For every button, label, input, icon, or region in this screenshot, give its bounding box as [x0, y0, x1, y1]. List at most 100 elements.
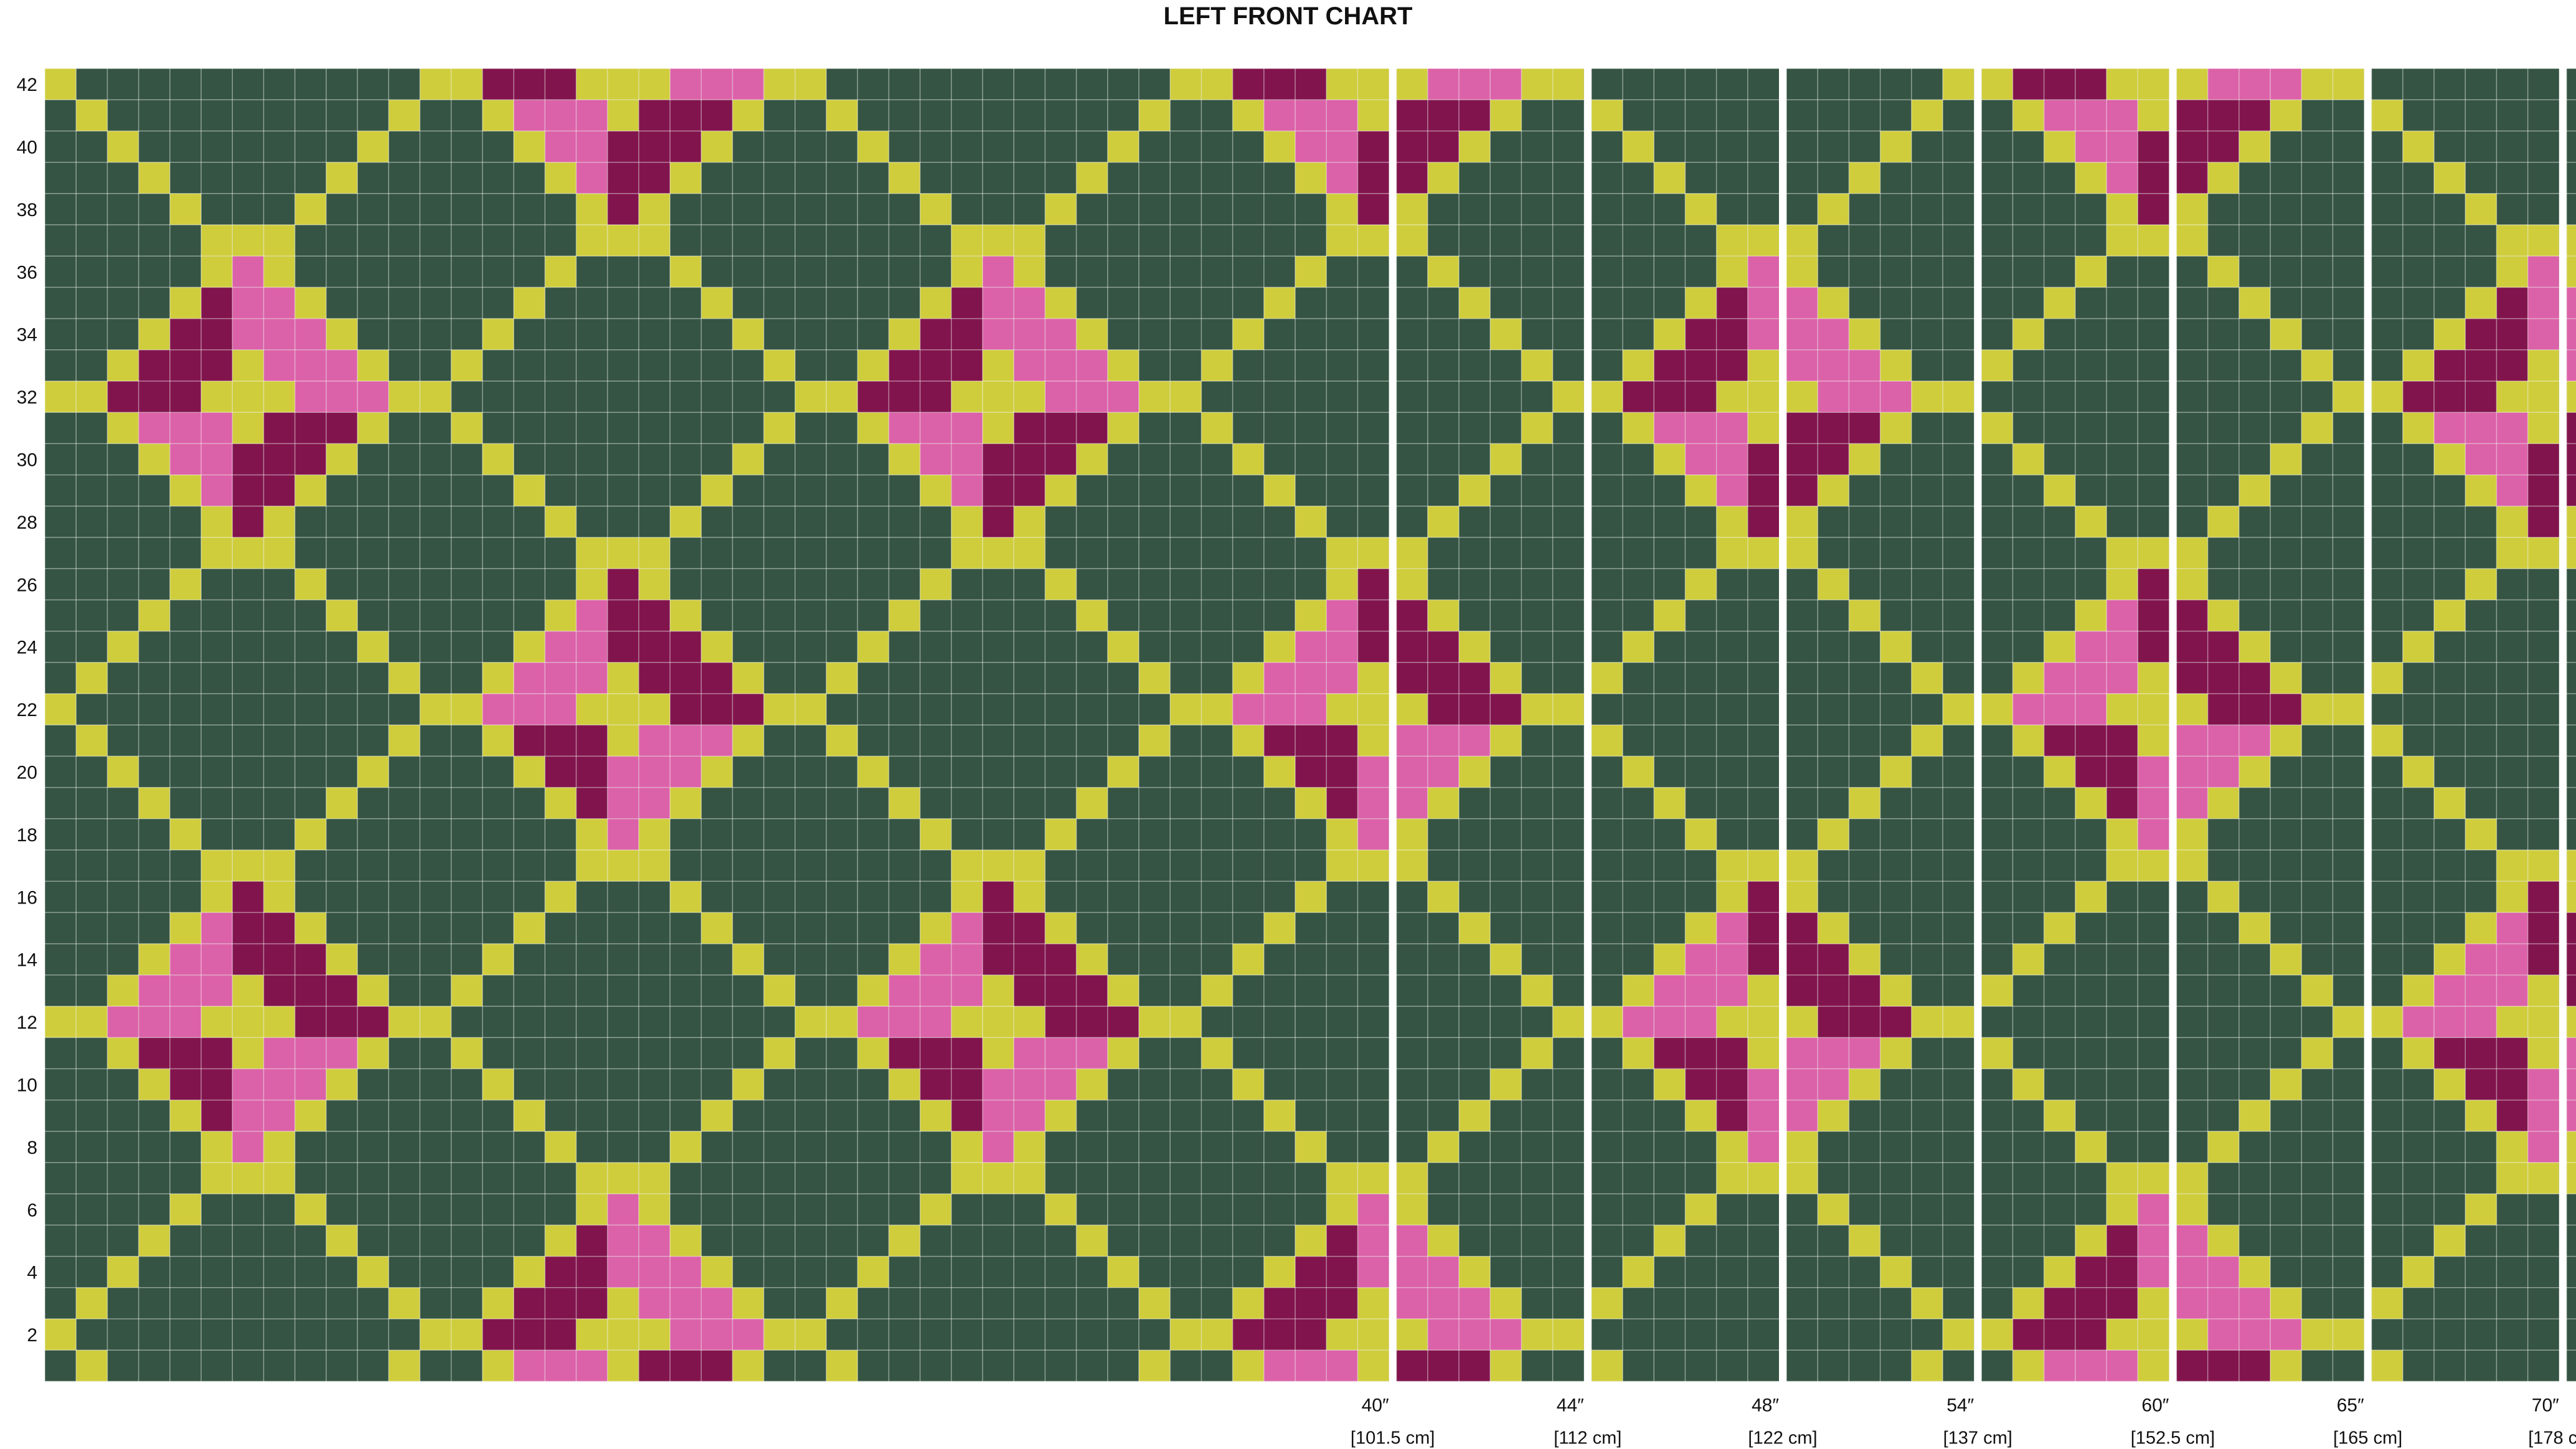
- stitch-cell: [1263, 100, 1295, 131]
- stitch-cell: [1076, 943, 1108, 975]
- stitch-cell: [2107, 1256, 2138, 1288]
- stitch-cell: [1623, 349, 1654, 381]
- stitch-cell: [732, 68, 764, 100]
- stitch-cell: [920, 381, 951, 413]
- stitch-cell: [1849, 349, 1880, 381]
- stitch-cell: [2496, 412, 2528, 444]
- stitch-cell: [2333, 68, 2364, 100]
- stitch-cell: [701, 1319, 733, 1351]
- stitch-cell: [1396, 100, 1428, 131]
- stitch-cell: [451, 68, 483, 100]
- stitch-cell: [857, 131, 889, 163]
- stitch-cell: [951, 1163, 983, 1194]
- size-label-inches: 54″: [1946, 1395, 1974, 1415]
- stitch-cell: [638, 600, 670, 631]
- stitch-cell: [2107, 1287, 2138, 1319]
- stitch-cell: [732, 1069, 764, 1100]
- stitch-cell: [2239, 1319, 2270, 1351]
- stitch-cell: [2527, 912, 2559, 944]
- stitch-cell: [2075, 600, 2107, 631]
- stitch-cell: [2207, 256, 2239, 288]
- stitch-cell: [169, 1006, 201, 1038]
- stitch-cell: [1716, 537, 1748, 569]
- stitch-cell: [514, 756, 545, 788]
- stitch-cell: [638, 162, 670, 194]
- stitch-cell: [482, 1319, 514, 1351]
- stitch-cell: [795, 68, 826, 100]
- stitch-cell: [2207, 787, 2239, 819]
- stitch-cell: [920, 1037, 951, 1069]
- stitch-cell: [2239, 1350, 2270, 1382]
- stitch-cell: [2465, 318, 2497, 350]
- stitch-cell: [1880, 349, 1912, 381]
- stitch-cell: [1427, 662, 1459, 694]
- stitch-cell: [2138, 225, 2169, 257]
- stitch-cell: [1295, 600, 1327, 631]
- size-divider: [2559, 66, 2567, 1384]
- stitch-cell: [295, 381, 326, 413]
- stitch-cell: [638, 1256, 670, 1288]
- stitch-cell: [2075, 662, 2107, 694]
- stitch-cell: [201, 881, 233, 913]
- stitch-cell: [357, 349, 389, 381]
- stitch-cell: [1396, 131, 1428, 163]
- stitch-cell: [1459, 131, 1491, 163]
- stitch-cell: [763, 349, 795, 381]
- stitch-cell: [2207, 881, 2239, 913]
- row-label-left: 6: [27, 1200, 37, 1220]
- stitch-cell: [2176, 68, 2208, 100]
- stitch-cell: [545, 1131, 577, 1163]
- size-label-metric: [112 cm]: [1554, 1428, 1621, 1448]
- stitch-cell: [2207, 694, 2239, 725]
- stitch-cell: [1396, 631, 1428, 663]
- stitch-cell: [826, 100, 858, 131]
- stitch-cell: [2138, 1350, 2169, 1382]
- stitch-cell: [857, 756, 889, 788]
- stitch-cell: [138, 349, 170, 381]
- stitch-cell: [263, 474, 295, 506]
- stitch-cell: [701, 631, 733, 663]
- stitch-cell: [638, 662, 670, 694]
- stitch-cell: [2496, 1037, 2528, 1069]
- stitch-cell: [2496, 850, 2528, 882]
- stitch-cell: [2107, 787, 2138, 819]
- stitch-cell: [1139, 381, 1171, 413]
- stitch-cell: [1654, 381, 1686, 413]
- stitch-cell: [1818, 1006, 1849, 1038]
- stitch-cell: [2207, 131, 2239, 163]
- stitch-cell: [2012, 1350, 2044, 1382]
- stitch-cell: [2371, 1006, 2403, 1038]
- stitch-cell: [76, 662, 108, 694]
- stitch-cell: [1654, 787, 1686, 819]
- stitch-cell: [1880, 412, 1912, 444]
- stitch-cell: [1396, 193, 1428, 225]
- stitch-cell: [1459, 474, 1491, 506]
- stitch-cell: [607, 694, 639, 725]
- stitch-cell: [2107, 1319, 2138, 1351]
- stitch-cell: [1076, 349, 1108, 381]
- stitch-cell: [1170, 1006, 1202, 1038]
- stitch-cell: [2176, 131, 2208, 163]
- stitch-cell: [1295, 1350, 1327, 1382]
- stitch-cell: [638, 818, 670, 850]
- stitch-cell: [2207, 1256, 2239, 1288]
- stitch-cell: [169, 1194, 201, 1225]
- stitch-cell: [1747, 975, 1779, 1006]
- size-label-inches: 40″: [1362, 1395, 1389, 1415]
- stitch-cell: [1490, 943, 1522, 975]
- stitch-cell: [1654, 162, 1686, 194]
- stitch-cell: [1170, 694, 1202, 725]
- stitch-cell: [1107, 349, 1139, 381]
- size-labels: 40″ [101.5 cm] 44″ [112 cm] 48″ [122 cm] 54″ [1…: [1351, 1395, 2576, 1448]
- stitch-cell: [951, 443, 983, 475]
- stitch-cell: [1786, 381, 1818, 413]
- stitch-cell: [1045, 569, 1077, 600]
- stitch-cell: [1880, 975, 1912, 1006]
- stitch-cell: [1045, 381, 1077, 413]
- stitch-cell: [607, 1350, 639, 1382]
- stitch-cell: [1357, 600, 1389, 631]
- stitch-cell: [1747, 256, 1779, 288]
- stitch-cell: [1459, 1319, 1491, 1351]
- stitch-cell: [201, 256, 233, 288]
- stitch-cell: [2434, 443, 2466, 475]
